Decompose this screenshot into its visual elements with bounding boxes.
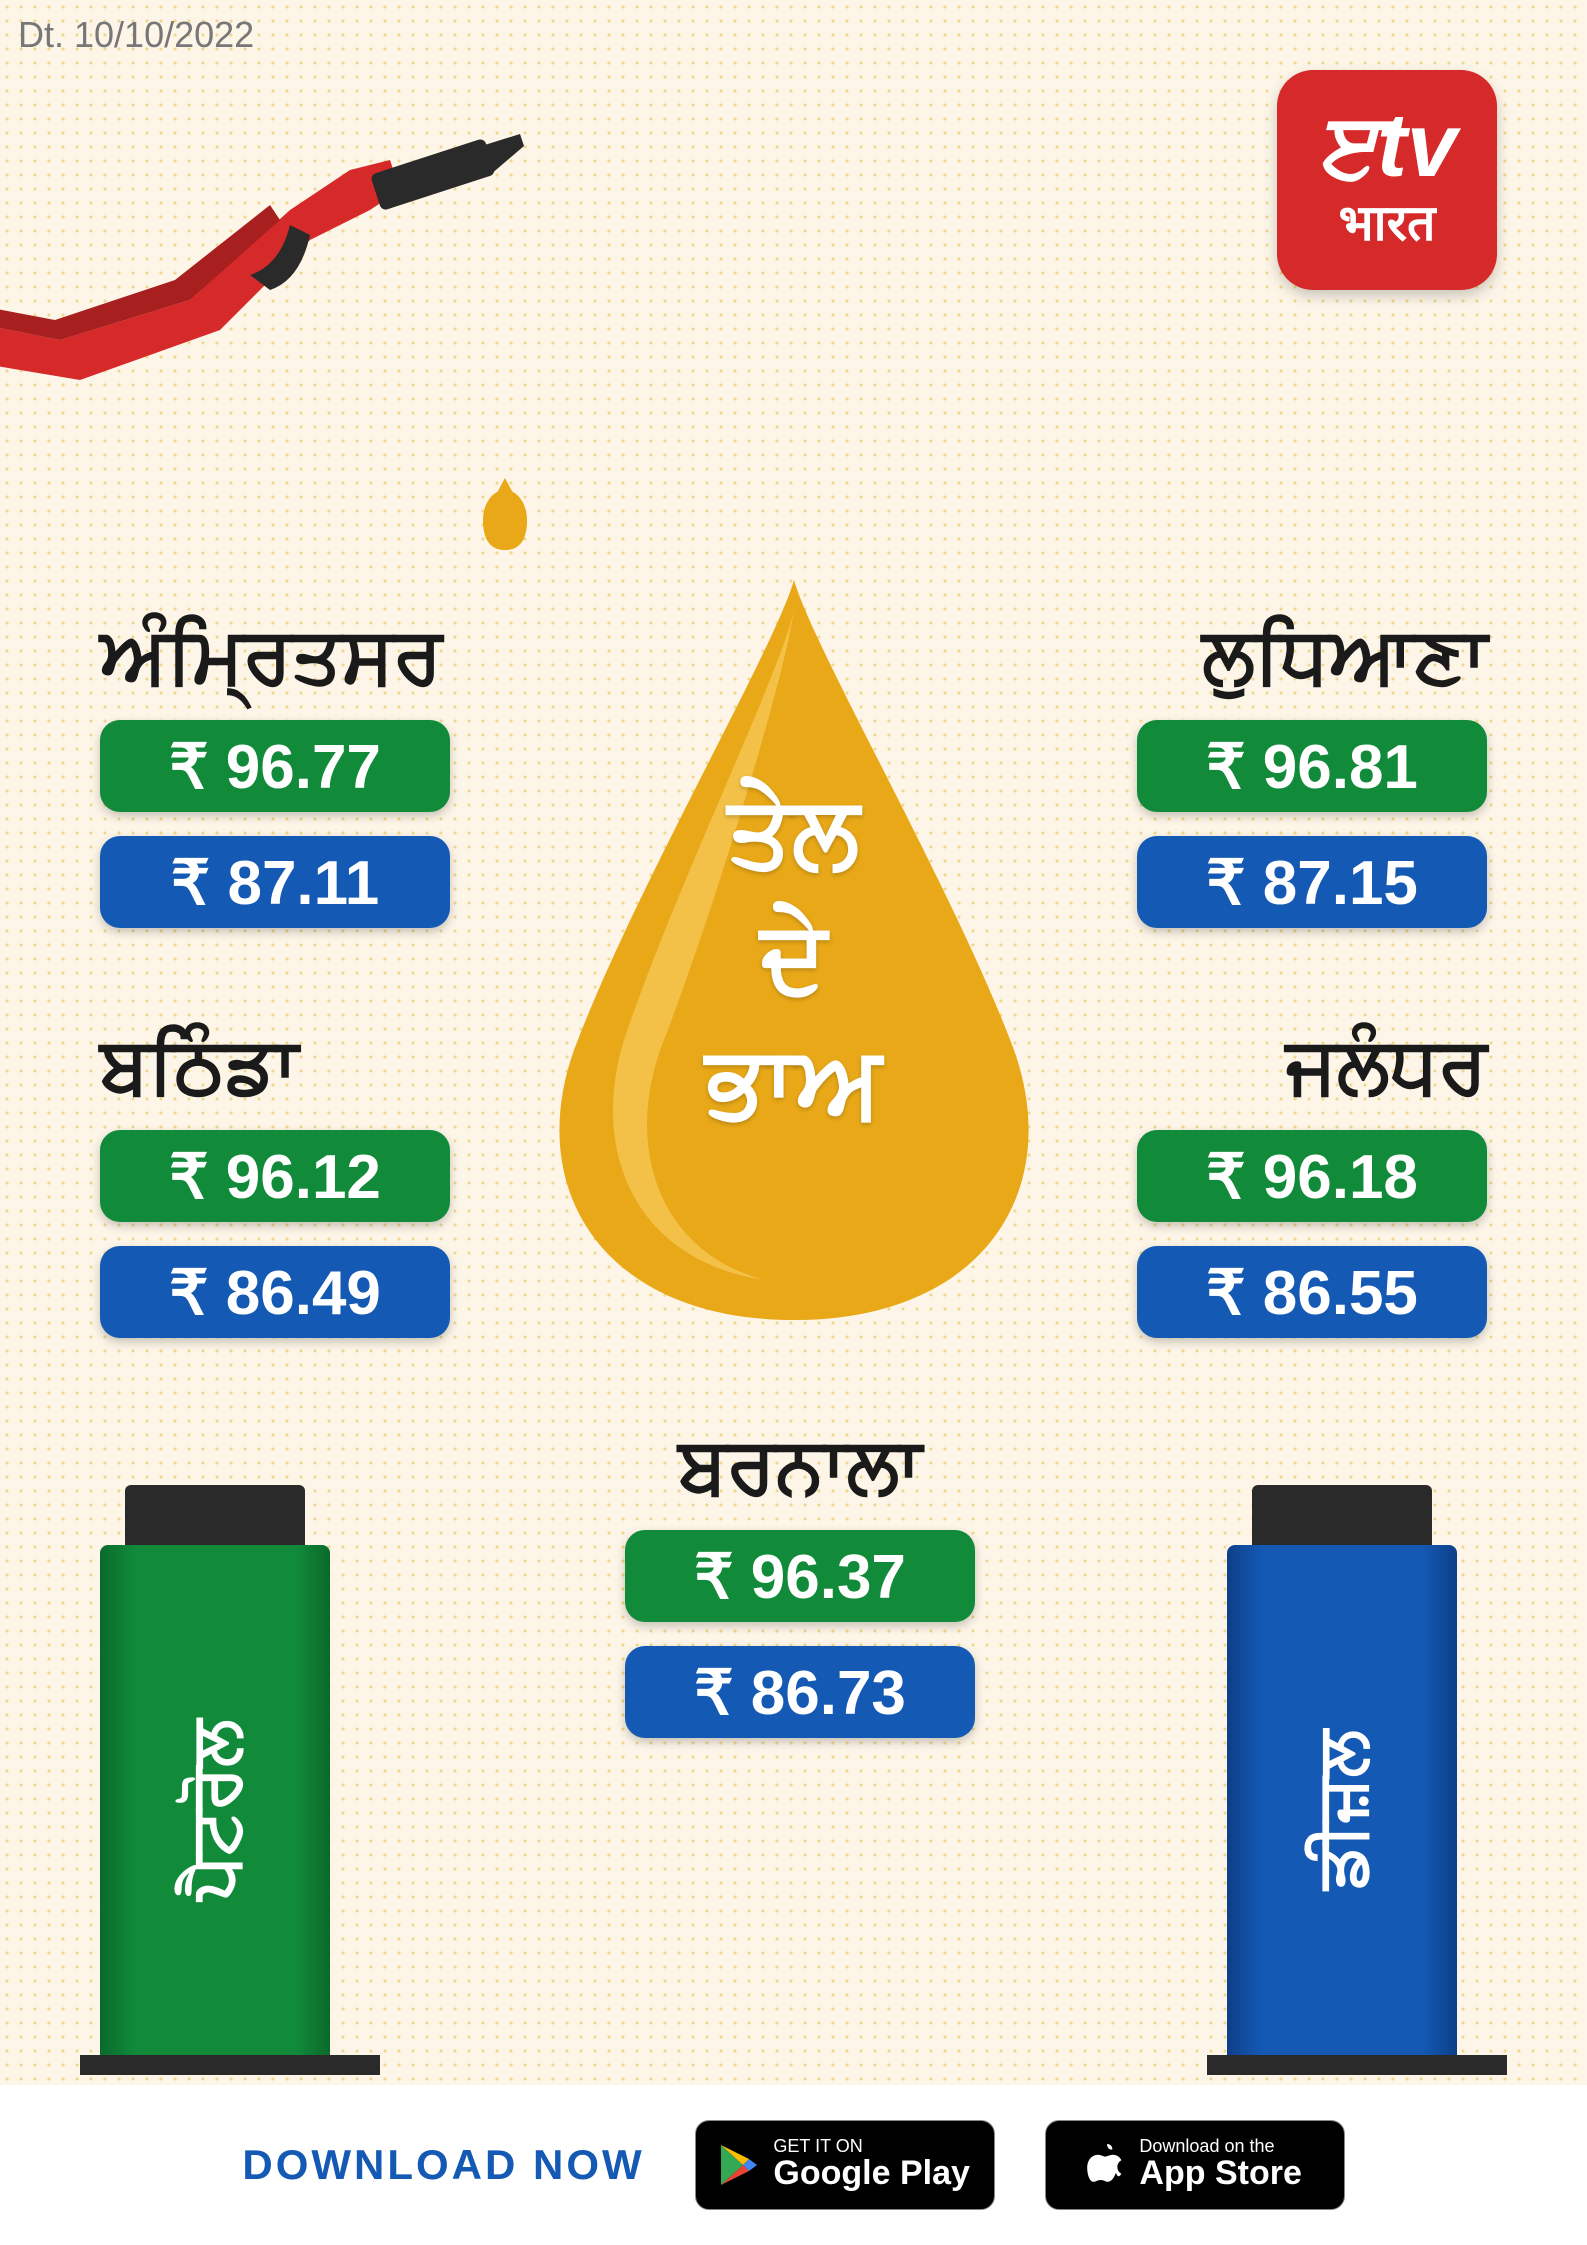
app-store-small: Download on the bbox=[1139, 2137, 1274, 2155]
logo-line1: ੲtv bbox=[1317, 106, 1457, 187]
etv-bharat-logo: ੲtv भारत bbox=[1277, 70, 1497, 290]
diesel-price: ₹ 86.49 bbox=[100, 1246, 450, 1338]
pump-body: ਡੀਜ਼ਲ bbox=[1227, 1545, 1457, 2075]
pump-base bbox=[1207, 2055, 1507, 2075]
fuel-nozzle-icon bbox=[0, 80, 560, 560]
pump-body: ਪੈਟਰੋਲ bbox=[100, 1545, 330, 2075]
footer-bar: DOWNLOAD NOW GET IT ON Google Play Downl… bbox=[0, 2085, 1587, 2245]
city-name: ਜਲੰਧਰ bbox=[1107, 1020, 1487, 1112]
pump-cap bbox=[125, 1485, 305, 1545]
diesel-price: ₹ 87.11 bbox=[100, 836, 450, 928]
diesel-price: ₹ 86.73 bbox=[625, 1646, 975, 1738]
app-store-big: App Store bbox=[1139, 2155, 1301, 2192]
google-play-small: GET IT ON bbox=[773, 2137, 862, 2155]
download-now-text: DOWNLOAD NOW bbox=[242, 2141, 644, 2189]
pump-base bbox=[80, 2055, 380, 2075]
city-name: ਬਠਿੰਡਾ bbox=[100, 1020, 480, 1112]
diesel-label: ਡੀਜ਼ਲ bbox=[1301, 1730, 1383, 1890]
petrol-price: ₹ 96.37 bbox=[625, 1530, 975, 1622]
petrol-pump-icon: ਪੈਟਰੋਲ bbox=[100, 1545, 360, 2075]
app-store-button[interactable]: Download on the App Store bbox=[1045, 2120, 1345, 2210]
petrol-price: ₹ 96.77 bbox=[100, 720, 450, 812]
google-play-button[interactable]: GET IT ON Google Play bbox=[695, 2120, 995, 2210]
petrol-price: ₹ 96.18 bbox=[1137, 1130, 1487, 1222]
center-title-line3: ਭਾਅ bbox=[706, 1020, 882, 1145]
center-title-line2: ਦੇ bbox=[706, 895, 882, 1020]
petrol-price: ₹ 96.12 bbox=[100, 1130, 450, 1222]
petrol-label: ਪੈਟਰੋਲ bbox=[174, 1720, 256, 1901]
petrol-price: ₹ 96.81 bbox=[1137, 720, 1487, 812]
city-name: ਅੰਮ੍ਰਿਤਸਰ bbox=[100, 610, 480, 702]
pump-cap bbox=[1252, 1485, 1432, 1545]
city-name: ਬਰਨਾਲਾ bbox=[610, 1420, 990, 1512]
city-name: ਲੁਧਿਆਣਾ bbox=[1107, 610, 1487, 702]
logo-line2: भारत bbox=[1338, 187, 1435, 255]
diesel-pump-icon: ਡੀਜ਼ਲ bbox=[1227, 1545, 1487, 2075]
date-label: Dt. 10/10/2022 bbox=[18, 14, 254, 56]
google-play-icon bbox=[719, 2143, 759, 2187]
diesel-price: ₹ 87.15 bbox=[1137, 836, 1487, 928]
center-title: ਤੇਲ ਦੇ ਭਾਅ bbox=[706, 770, 882, 1145]
city-block-amritsar: ਅੰਮ੍ਰਿਤਸਰ ₹ 96.77 ₹ 87.11 bbox=[100, 610, 480, 952]
center-title-line1: ਤੇਲ bbox=[706, 770, 882, 895]
city-block-ludhiana: ਲੁਧਿਆਣਾ ₹ 96.81 ₹ 87.15 bbox=[1107, 610, 1487, 952]
city-block-jalandhar: ਜਲੰਧਰ ₹ 96.18 ₹ 86.55 bbox=[1107, 1020, 1487, 1362]
city-block-barnala: ਬਰਨਾਲਾ ₹ 96.37 ₹ 86.73 bbox=[610, 1420, 990, 1762]
apple-icon bbox=[1087, 2143, 1125, 2187]
google-play-big: Google Play bbox=[773, 2155, 970, 2192]
diesel-price: ₹ 86.55 bbox=[1137, 1246, 1487, 1338]
city-block-bathinda: ਬਠਿੰਡਾ ₹ 96.12 ₹ 86.49 bbox=[100, 1020, 480, 1362]
